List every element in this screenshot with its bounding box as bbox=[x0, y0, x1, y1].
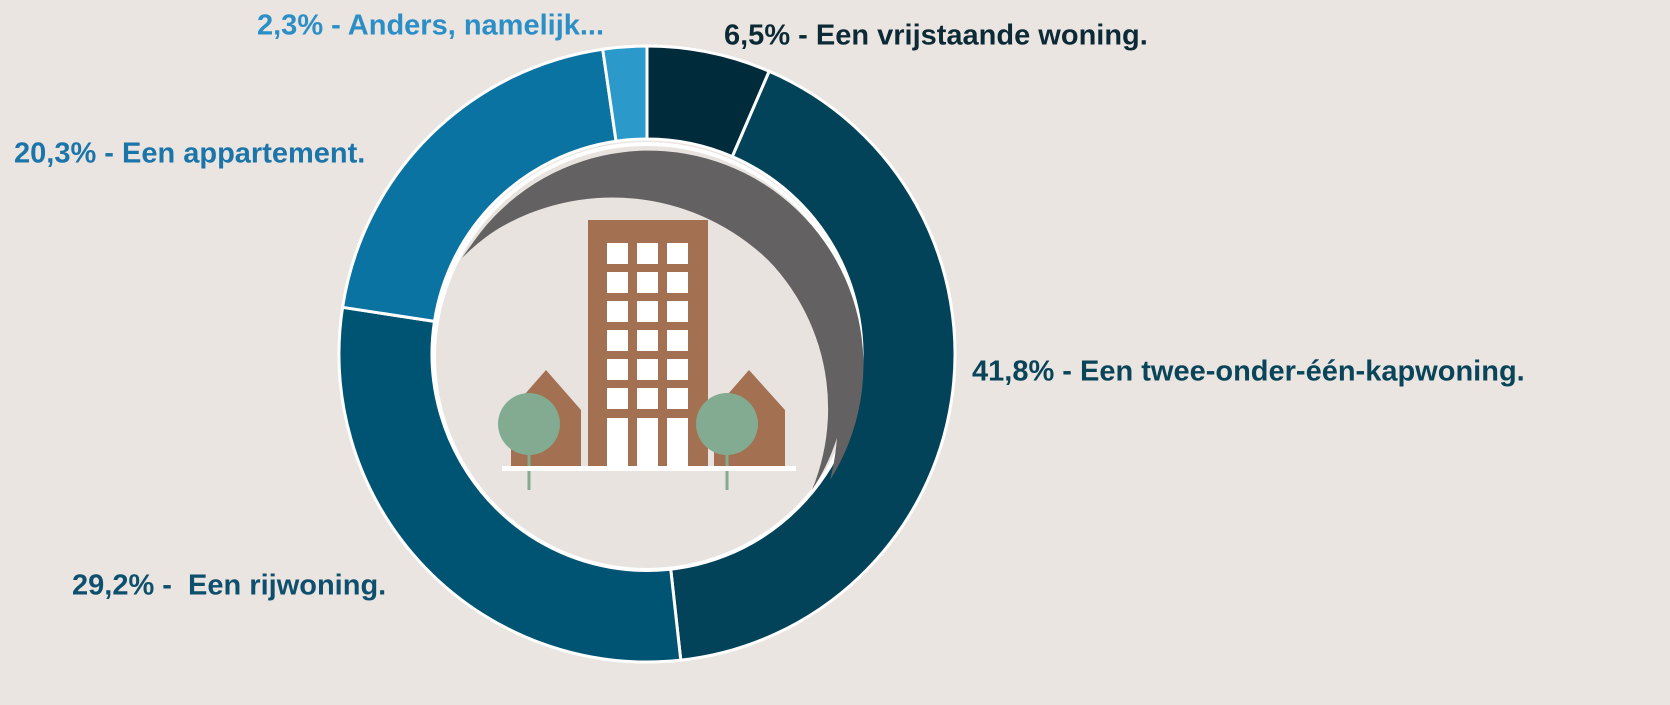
donut bbox=[337, 44, 957, 664]
data-label: 2,3% - Anders, namelijk... bbox=[257, 10, 604, 42]
ground bbox=[502, 466, 796, 471]
slice bbox=[600, 44, 649, 143]
data-label: 41,8% - Een twee-onder-één-kapwoning. bbox=[972, 356, 1525, 388]
shadow-arc bbox=[468, 150, 864, 481]
tree bbox=[696, 393, 758, 455]
slice bbox=[668, 69, 957, 662]
data-label: 29,2% - Een rijwoning. bbox=[72, 570, 386, 602]
tree bbox=[498, 393, 560, 455]
data-label: 20,3% - Een appartement. bbox=[14, 138, 365, 170]
windows bbox=[607, 243, 688, 468]
illustration bbox=[432, 142, 864, 572]
data-label: 6,5% - Een vrijstaande woning. bbox=[724, 20, 1148, 52]
